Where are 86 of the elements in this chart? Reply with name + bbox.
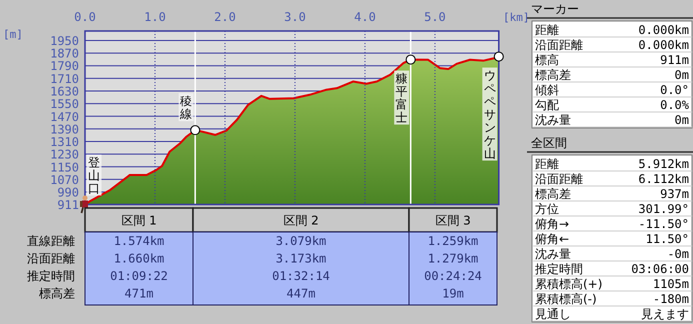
text: -180m — [652, 292, 689, 306]
point — [190, 125, 200, 136]
x-tick-label: 1.0 — [144, 10, 166, 24]
text: 3.079km — [276, 234, 326, 248]
category-label: 沈み量 — [535, 113, 571, 127]
category-label: 沿面距離 — [535, 38, 583, 52]
y-tick-label: 990 — [57, 186, 79, 200]
text: 0.0% — [660, 98, 689, 112]
text: 00:24:24 — [424, 269, 482, 283]
x-tick-label: 3.0 — [284, 10, 306, 24]
annotation: 稜線 — [179, 94, 192, 122]
category-label: 沈み量 — [535, 247, 571, 261]
y-tick-label: 1470 — [50, 110, 79, 124]
annotation: 登山口 — [88, 156, 100, 196]
y-tick-label: 1150 — [50, 160, 79, 174]
category-label: 累積標高(+) — [535, 277, 602, 291]
y-tick-label: 1550 — [50, 97, 79, 112]
text: 03:06:00 — [631, 262, 689, 276]
y-tick-label: 1950 — [50, 34, 79, 48]
y-tick-label: 1230 — [50, 148, 79, 162]
y-tick-label: 1870 — [50, 46, 79, 61]
y-tick-label: 1390 — [50, 122, 79, 136]
text: 447m — [286, 286, 316, 300]
category-label: 俯角→ — [535, 217, 570, 231]
y-tick-label: 1790 — [50, 59, 79, 74]
category-label: 標高差 — [39, 286, 75, 300]
text: 見えます — [641, 307, 689, 321]
category-label: 傾斜 — [535, 83, 559, 97]
text: -0m — [667, 247, 689, 261]
category-label: 標高 — [535, 53, 559, 67]
category-label: 沿面距離 — [535, 172, 583, 186]
category-label: 標高差 — [535, 68, 571, 82]
annotation: ウペペサンケ山 — [484, 68, 496, 161]
text: -11.50° — [638, 217, 689, 231]
text: 301.99° — [638, 202, 689, 216]
text: 01:09:22 — [110, 269, 168, 283]
category-label: 沿面距離 — [27, 252, 75, 266]
text: 3.173km — [276, 252, 326, 266]
text: 0m — [674, 68, 689, 82]
text: 0.000km — [638, 38, 689, 52]
x-tick-label: 0.0 — [74, 10, 96, 24]
category-label: 勾配 — [535, 98, 559, 112]
text: 471m — [124, 286, 154, 300]
text: 11.50° — [646, 232, 689, 246]
x-axis-title: [km] — [503, 11, 530, 24]
y-tick-label: 1070 — [50, 172, 79, 187]
y-tick-label: 1710 — [50, 72, 79, 86]
category-label: 区間 3 — [435, 214, 471, 228]
text: 1.259km — [428, 234, 478, 248]
y-tick-label: 1630 — [50, 84, 79, 98]
text: 19m — [442, 286, 464, 300]
category-label: 標高差 — [535, 187, 571, 201]
category-label: 俯角← — [535, 232, 570, 246]
category-label: 区間 2 — [283, 214, 319, 228]
category-label: 区間 1 — [121, 214, 157, 228]
category-label: 距離 — [535, 157, 559, 171]
text: 1105m — [652, 277, 689, 291]
y-tick-label: 1310 — [50, 135, 79, 150]
text: 0m — [674, 113, 689, 127]
x-tick-label: 4.0 — [354, 10, 376, 24]
category-label: 推定時間 — [535, 262, 583, 276]
text: 全区間 — [531, 136, 567, 150]
x-tick-label: 5.0 — [424, 10, 446, 24]
text: 911m — [660, 53, 689, 67]
text: 1.279km — [428, 252, 478, 266]
category-label: 距離 — [535, 23, 559, 37]
point — [406, 54, 416, 65]
text: 1.660km — [114, 252, 164, 266]
x-tick-label: 2.0 — [214, 10, 236, 24]
category-label: 累積標高(-) — [535, 292, 597, 306]
y-tick-label: 911 — [57, 198, 79, 212]
point — [494, 52, 504, 62]
category-label: 直線距離 — [27, 234, 75, 248]
y-axis-title: [m] — [3, 28, 23, 41]
text: 0.000km — [638, 23, 689, 37]
text: 6.112km — [638, 172, 689, 186]
text: 0.0° — [660, 83, 689, 97]
text: 1.574km — [114, 234, 164, 248]
category-label: 推定時間 — [27, 269, 75, 283]
text: 5.912km — [638, 157, 689, 171]
annotation: 糠平富士 — [396, 72, 408, 125]
text: 937m — [660, 187, 689, 201]
category-label: 方位 — [535, 202, 559, 216]
category-label: 見通し — [535, 307, 571, 321]
text: マーカー — [531, 2, 579, 16]
text: 01:32:14 — [272, 269, 330, 283]
